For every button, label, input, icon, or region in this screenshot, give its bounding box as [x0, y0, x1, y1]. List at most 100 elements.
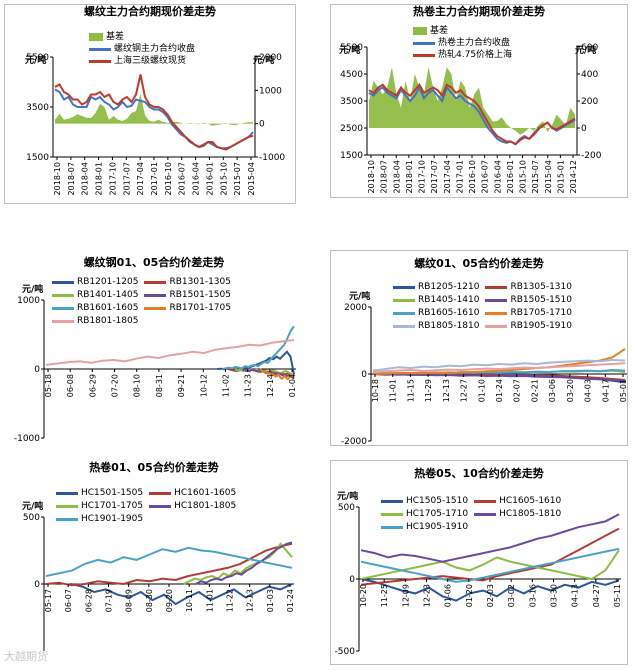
- x-tick-label: 02-03: [486, 584, 495, 607]
- legend-item: RB1501-1505: [144, 289, 231, 302]
- x-tick-label: 2017-07: [430, 160, 439, 193]
- x-tick-label: 12-13: [246, 589, 255, 612]
- y-tick-label: 0: [349, 575, 355, 585]
- y-axis-label: 元/吨: [337, 490, 358, 502]
- y-axis-label-right: 元/吨: [253, 54, 274, 66]
- x-tick-label: 2017-07: [122, 162, 131, 195]
- legend-item: HC1901-1905: [56, 513, 143, 526]
- x-tick-label: 06-29: [88, 374, 97, 397]
- x-tick-label: 2016-01: [205, 162, 214, 195]
- x-tick-label: 2017-10: [108, 162, 117, 195]
- y-tick-label: -2000: [341, 437, 367, 447]
- series-line: [195, 541, 293, 585]
- legend-label: RB1505-1510: [510, 295, 572, 305]
- y-tick-label-left: 5500: [340, 43, 363, 53]
- series-line: [360, 578, 620, 602]
- legend-label: HC1801-1805: [174, 501, 237, 511]
- legend-swatch: [52, 294, 74, 297]
- legend-item: HC1801-1805: [149, 500, 236, 513]
- rebar-basis-panel: 螺纹主力合约期现价差走势 1500 3500 5500 -1000 0 1000 2000 元…: [4, 4, 296, 204]
- x-tick-label: 06-08: [66, 374, 75, 397]
- series-line: [372, 348, 626, 375]
- legend-item: RB1605-1610: [393, 307, 479, 320]
- chart-title: 热卷01、05合约价差走势: [89, 461, 219, 474]
- x-tick-label: 01-24: [495, 379, 504, 402]
- x-tick-label: 04-13: [571, 584, 580, 607]
- legend-label: HC1601-1605: [174, 488, 237, 498]
- legend-item: HC1501-1505: [56, 487, 143, 500]
- x-tick-label: 2016-07: [178, 162, 187, 195]
- legend-item: RB1401-1405: [52, 289, 138, 302]
- legend-label: HC1705-1710: [406, 509, 469, 519]
- legend-item: 螺纹钢主力合约收盘: [89, 43, 195, 55]
- legend-swatch: [485, 286, 508, 289]
- x-tick-label: 12-27: [460, 379, 469, 402]
- legend-item: RB1301-1305: [144, 276, 231, 289]
- series-line: [360, 513, 620, 563]
- x-tick-label: 11-23: [244, 374, 253, 397]
- rebar-0105-panel: 螺纹钢01、05合约价差走势 -1000 0 1000 元/吨 05-18 06-08 06…: [4, 248, 304, 448]
- legend-swatch: [381, 526, 403, 529]
- basis-area: [369, 67, 575, 135]
- x-tick-label: 06-07: [64, 589, 73, 612]
- series-line: [259, 368, 295, 381]
- x-tick-label: 08-09: [125, 589, 134, 612]
- chart-title: 螺纹钢01、05合约价差走势: [83, 256, 225, 269]
- series-line: [360, 547, 620, 583]
- legend: HC1501-1505 HC1601-1605 HC1701-1705 HC1801-…: [56, 487, 236, 526]
- legend-item: 基差: [89, 31, 195, 43]
- legend-label: RB1701-1705: [169, 303, 231, 313]
- x-tick-label: 01-03: [266, 589, 275, 612]
- legend-item: HC1701-1705: [56, 500, 143, 513]
- legend-item: RB1801-1805: [52, 315, 138, 328]
- legend-item: RB1305-1310: [485, 281, 572, 294]
- hotcoil-0510-panel: 热卷05、10合约价差走势 -500 0 500 元/吨 10-20 11-25 12-09…: [330, 460, 628, 665]
- y-axis-label: 元/吨: [349, 290, 370, 302]
- x-tick-label: 2015-04: [544, 160, 553, 193]
- legend-label: RB1601-1605: [77, 303, 139, 313]
- y-axis-label: 元/吨: [22, 283, 43, 295]
- y-tick-label-left: 2500: [340, 124, 363, 134]
- y-tick-label: 500: [338, 503, 355, 513]
- legend-label: HC1605-1610: [499, 496, 562, 506]
- legend-swatch: [474, 513, 497, 516]
- legend-swatch: [56, 492, 78, 495]
- series-line: [360, 527, 620, 586]
- legend-label: RB1305-1310: [510, 282, 572, 292]
- legend-swatch: [413, 27, 427, 35]
- x-tick-label: 2016-10: [468, 160, 477, 193]
- x-tick-label: 03-20: [566, 379, 575, 402]
- y-tick-label: 0: [361, 370, 367, 380]
- legend-swatch: [474, 500, 497, 503]
- x-tick-label: 10-18: [371, 379, 380, 402]
- y-tick-label-left: 5500: [26, 53, 49, 63]
- legend-item: HC1705-1710: [381, 508, 468, 521]
- x-tick-label: 10-12: [199, 374, 208, 397]
- legend-item: RB1405-1410: [393, 294, 479, 307]
- x-tick-label: 12-14: [266, 374, 275, 397]
- x-tick-label: 09-21: [177, 374, 186, 397]
- y-tick-label-left: 4500: [340, 70, 363, 80]
- y-tick-label: -1000: [14, 434, 40, 444]
- x-tick-label: 2016-04: [493, 160, 502, 193]
- series-line: [372, 362, 626, 374]
- y-tick-label-right: 1000: [259, 86, 282, 96]
- legend-label: RB1801-1805: [77, 316, 139, 326]
- x-tick-label: 04-27: [592, 584, 601, 607]
- x-tick-label: 02-21: [530, 379, 539, 402]
- legend-item: 热卷主力合约收盘: [413, 37, 512, 49]
- x-tick-label: 08-30: [145, 589, 154, 612]
- y-tick-label: -500: [335, 647, 356, 657]
- legend: 基差 热卷主力合约收盘 热轧4.75价格上海: [413, 25, 512, 61]
- y-tick-label: 500: [23, 513, 40, 523]
- y-tick-label-right: 0: [581, 124, 587, 134]
- x-tick-label: 10-20: [359, 584, 368, 607]
- x-tick-label: 12-13: [442, 379, 451, 402]
- x-tick-label: 04-03: [584, 379, 593, 402]
- x-tick-label: 07-19: [105, 589, 114, 612]
- watermark: 大越期货: [4, 650, 48, 663]
- y-tick-label-right: -1000: [259, 153, 285, 163]
- legend-item: 基差: [413, 25, 512, 37]
